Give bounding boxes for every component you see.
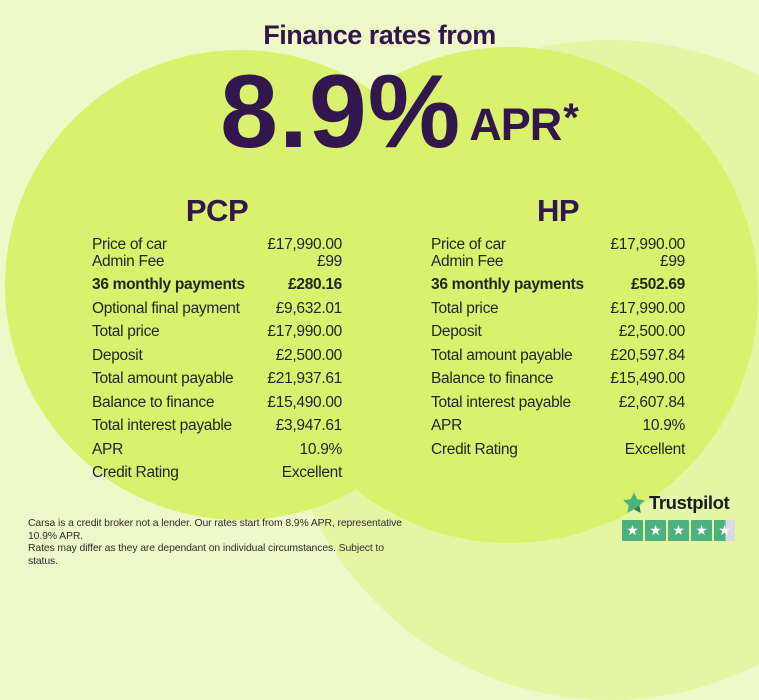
row-value: £15,490.00: [267, 393, 342, 411]
rating-star-icon: ★: [668, 520, 689, 541]
row-value: £17,990.00: [610, 299, 685, 317]
row-label: APR: [92, 440, 123, 458]
table-row: Admin Fee £99: [92, 252, 342, 271]
row-label: APR: [431, 417, 462, 434]
pcp-table-rows: Price of car £17,990.00 Admin Fee £99 36 mon…: [92, 236, 343, 482]
star-glyph: ★: [672, 522, 685, 538]
table-row: Price of car £17,990.00: [92, 236, 342, 254]
row-label: Price of car: [431, 236, 506, 253]
star-glyph: ★: [626, 522, 639, 538]
table-row: Admin Fee £99: [431, 252, 685, 271]
table-row: Total amount payable £21,937.61: [92, 370, 342, 388]
pcp-table-title: PCP: [185, 193, 249, 228]
table-row: Price of car £17,990.00: [431, 236, 685, 254]
row-label: 36 monthly payments: [431, 276, 584, 293]
row-label: Total price: [431, 299, 499, 317]
row-value: 10.9%: [642, 417, 686, 434]
row-value: £17,990.00: [267, 323, 342, 340]
table-row: Deposit £2,500.00: [431, 323, 686, 341]
table-row: APR 10.9%: [431, 417, 686, 435]
row-label: Price of car: [92, 236, 167, 253]
table-row: Optional final payment £9,632.01: [92, 299, 343, 318]
rate-footnote-marker: *: [563, 96, 579, 140]
row-value: £17,990.00: [267, 236, 342, 253]
row-value: £17,990.00: [610, 236, 685, 253]
row-value: £280.16: [288, 276, 342, 293]
trustpilot-star-icon: [623, 492, 645, 513]
row-value: £2,607.84: [618, 393, 686, 411]
table-row: APR 10.9%: [92, 440, 343, 459]
rating-star-icon: ★: [622, 520, 643, 541]
table-row: Credit Rating Excellent: [431, 440, 686, 459]
row-label: Balance to finance: [431, 370, 554, 387]
table-row: Deposit £2,500.00: [92, 346, 343, 365]
table-row: Total interest payable £3,947.61: [92, 417, 343, 435]
background-circle-right: [262, 47, 758, 543]
finance-rates-panel: Finance rates from 8.9% APR * PCP Price …: [28, 20, 759, 567]
pcp-table: PCP Price of car £17,990.00 Admin Fee £99 36…: [92, 195, 342, 482]
row-label: Total amount payable: [431, 346, 573, 364]
row-label: Optional final payment: [92, 299, 240, 317]
row-label: Credit Rating: [92, 464, 179, 481]
row-value: £3,947.61: [275, 417, 343, 434]
row-value: £2,500.00: [275, 346, 343, 364]
table-row: 36 monthly payments £502.69: [431, 276, 685, 294]
table-row: Total amount payable £20,597.84: [431, 346, 685, 365]
star-glyph: ★: [695, 522, 708, 538]
row-label: Admin Fee: [431, 252, 504, 270]
row-label: Total interest payable: [431, 393, 571, 411]
table-row: Credit Rating Excellent: [92, 464, 343, 482]
star-glyph: ★: [718, 522, 731, 538]
row-value: £9,632.01: [275, 299, 343, 317]
row-label: Total price: [92, 323, 160, 340]
row-value: £21,937.61: [267, 370, 342, 387]
row-label: Credit Rating: [431, 440, 518, 458]
rate-unit: APR: [469, 99, 562, 150]
table-row: Total interest payable £2,607.84: [431, 393, 686, 412]
row-label: Total amount payable: [92, 370, 234, 387]
rating-star-icon: ★: [691, 520, 712, 541]
row-value: £2,500.00: [618, 323, 686, 340]
hp-table-rows: Price of car £17,990.00 Admin Fee £99 36 mon…: [431, 236, 686, 459]
row-label: Deposit: [92, 346, 143, 364]
table-row: 36 monthly payments £280.16: [92, 276, 342, 294]
trustpilot-rating-stars: ★ ★ ★ ★ ★: [622, 520, 740, 541]
hp-table: HP Price of car £17,990.00 Admin Fee £99 36 …: [431, 195, 685, 458]
trustpilot-logo: Trustpilot: [622, 491, 740, 515]
table-row: Balance to finance £15,490.00: [92, 393, 342, 412]
headline-rate: 8.9% APR *: [40, 60, 759, 164]
page-title: Finance rates from: [263, 20, 496, 50]
rating-star-icon: ★: [714, 520, 735, 541]
row-value: £15,490.00: [610, 370, 685, 387]
row-value: Excellent: [281, 464, 343, 481]
row-label: Deposit: [431, 323, 482, 340]
row-value: 10.9%: [299, 440, 343, 458]
rate-value: 8.9%: [220, 54, 462, 170]
trustpilot-widget: Trustpilot ★ ★ ★ ★ ★: [622, 491, 740, 541]
table-row: Total price £17,990.00: [431, 299, 685, 318]
rating-star-icon: ★: [645, 520, 666, 541]
row-label: 36 monthly payments: [92, 276, 245, 293]
trustpilot-brand-text: Trustpilot: [649, 492, 730, 513]
star-glyph: ★: [649, 522, 662, 538]
disclaimer-text: Carsa is a credit broker not a lender. O…: [28, 518, 402, 567]
row-value: £502.69: [631, 276, 685, 293]
hp-table-title: HP: [536, 193, 580, 228]
row-value: £20,597.84: [610, 346, 685, 364]
table-row: Balance to finance £15,490.00: [431, 370, 685, 388]
row-label: Admin Fee: [92, 252, 165, 270]
row-label: Total interest payable: [92, 417, 232, 434]
table-row: Total price £17,990.00: [92, 323, 342, 341]
row-label: Balance to finance: [92, 393, 215, 411]
row-value: Excellent: [624, 440, 686, 458]
row-value: £99: [317, 252, 342, 270]
row-value: £99: [660, 252, 685, 270]
